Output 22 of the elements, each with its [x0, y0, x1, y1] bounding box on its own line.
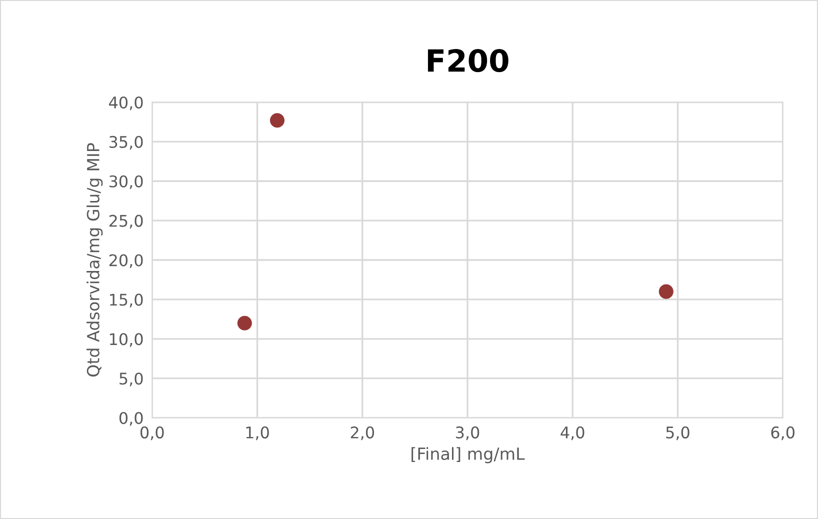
point — [658, 284, 674, 299]
x-tick-label: 1,0 — [246, 426, 269, 440]
y-tick-label: 35,0 — [109, 136, 143, 150]
y-axis-title: Qtd Adsorvida/mg Glu/g MIP — [86, 143, 103, 377]
y-tick-label: 10,0 — [110, 333, 143, 347]
y-tick-label: 30,0 — [109, 175, 143, 190]
x-tick-label: 2,0 — [350, 426, 374, 440]
chart-title: F200 — [428, 49, 508, 72]
point — [237, 316, 252, 330]
y-tick-label: 40,0 — [109, 96, 143, 110]
y-tick-label: 25,0 — [109, 214, 143, 228]
y-tick-label: 20,0 — [109, 254, 143, 268]
y-tick-label: 0,0 — [119, 412, 143, 426]
x-axis-title: [Final] mg/mL — [412, 447, 525, 464]
x-tick-label: 5,0 — [666, 426, 690, 440]
x-tick-label: 4,0 — [560, 426, 584, 440]
x-tick-label: 3,0 — [456, 426, 480, 440]
y-tick-label: 15,0 — [110, 294, 143, 308]
y-tick-label: 5,0 — [120, 372, 143, 386]
point — [270, 113, 285, 128]
x-tick-label: 0,0 — [140, 426, 164, 440]
x-tick-label: 6,0 — [771, 426, 794, 440]
